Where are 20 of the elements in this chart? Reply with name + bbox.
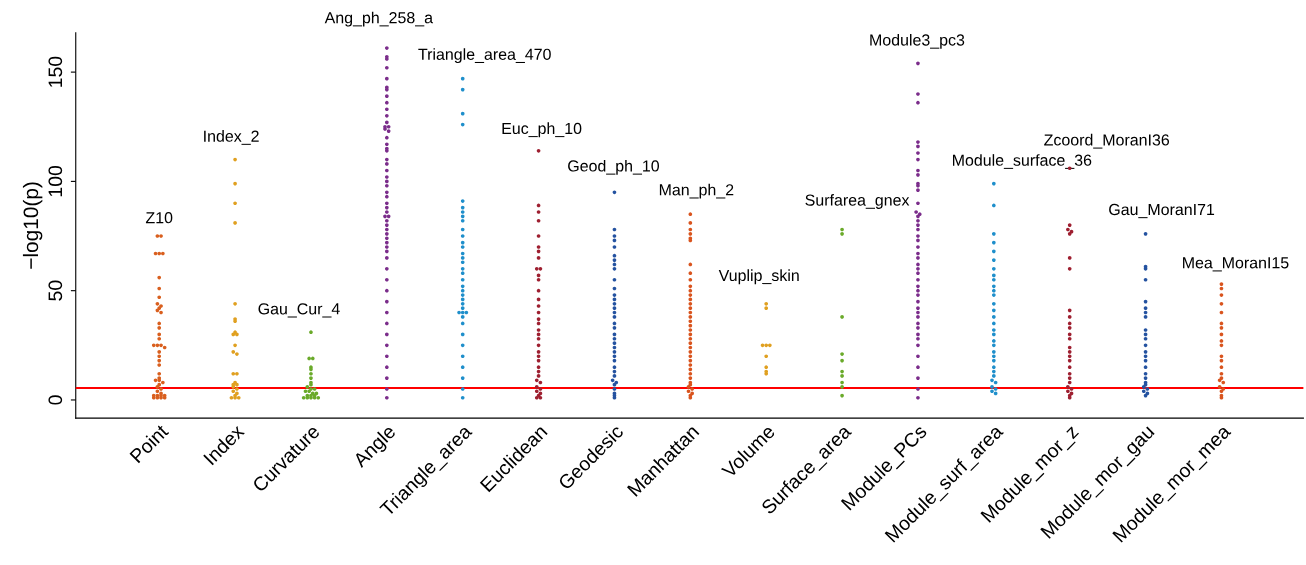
annotation: Z10	[145, 212, 173, 224]
y-tick-label: 150	[48, 56, 63, 87]
annotation: Geod_ph_10	[568, 159, 660, 175]
annotation: Gau_MoranI71	[1109, 203, 1215, 219]
y-tick-label: 0	[48, 395, 63, 405]
y-axis-title: −log10(p)	[22, 182, 43, 269]
annotation: Man_ph_2	[659, 183, 734, 199]
annotation: Mea_MoranI15	[1183, 257, 1289, 272]
annotation: Module3_pc3	[870, 33, 965, 49]
annotation: Zcoord_MoranI36	[1044, 133, 1170, 149]
annotation: Surfarea_gnex	[805, 194, 910, 209]
annotation: Index_2	[204, 130, 259, 145]
annotation: Gau_Cur_4	[258, 303, 340, 318]
annotation: Module_surface_36	[952, 154, 1092, 169]
annotation: Vuplip_skin	[718, 269, 799, 285]
annotation: Ang_ph_258_a	[324, 11, 434, 27]
y-tick-label: 50	[48, 280, 63, 301]
y-tick-label: 100	[48, 165, 63, 197]
annotation: Triangle_area_470	[418, 48, 551, 64]
annotation: Euc_ph_10	[502, 122, 582, 138]
